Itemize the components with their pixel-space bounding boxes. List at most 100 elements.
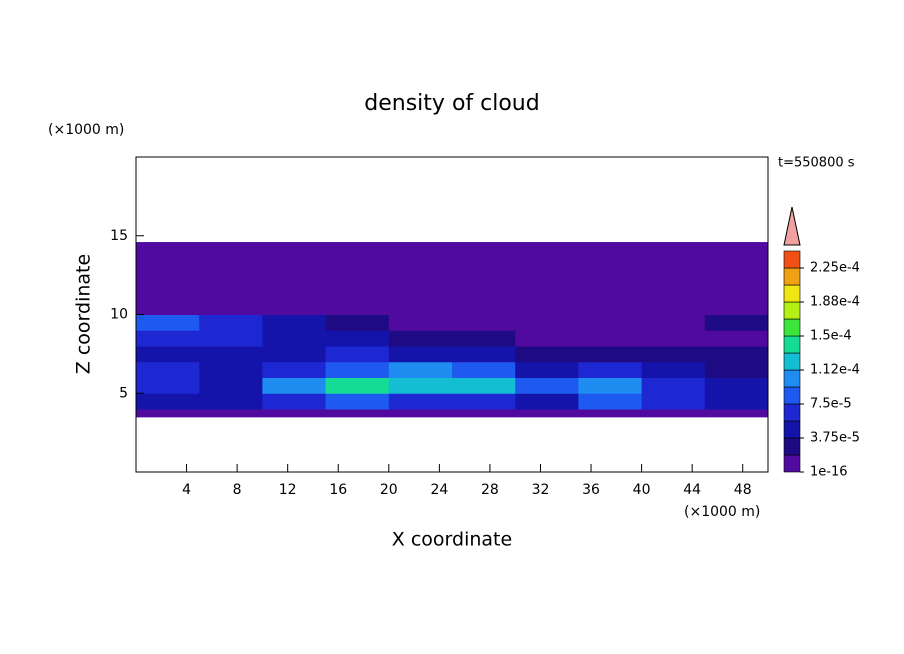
contour-cell [704, 283, 769, 300]
contour-cell [452, 330, 516, 347]
colorbar-tick-label: 1.12e-4 [810, 363, 860, 378]
contour-cell [136, 361, 200, 378]
contour-cell [388, 242, 453, 252]
contour-cell [136, 298, 200, 315]
contour-cell [325, 298, 390, 315]
contour-cell [641, 298, 706, 315]
contour-cell [136, 314, 200, 331]
contour-cell [641, 393, 706, 410]
contour-cell [262, 361, 327, 378]
contour-cell [578, 393, 643, 410]
contour-cell [452, 298, 516, 315]
colorbar-tick-label: 7.5e-5 [810, 397, 852, 412]
contour-cell [199, 314, 263, 331]
y-tick-label: 10 [110, 307, 128, 323]
contour-cell [388, 409, 453, 418]
colorbar-band [783, 403, 801, 422]
contour-cell [704, 393, 769, 410]
colorbar-band [783, 335, 801, 354]
colorbar-band [783, 267, 801, 286]
contour-cell [515, 330, 579, 347]
contour-cell [199, 298, 263, 315]
contour-cell [199, 346, 263, 363]
x-tick-label: 36 [582, 482, 600, 498]
contour-cell [704, 251, 769, 268]
contour-cell [515, 393, 579, 410]
contour-cell [199, 267, 263, 284]
contour-cell [578, 377, 643, 394]
colorbar-band [783, 386, 801, 405]
contour-cell [262, 330, 327, 347]
contour-cell [515, 267, 579, 284]
chart-title: density of cloud [364, 91, 539, 116]
contour-cell [452, 242, 516, 252]
contour-cell [136, 267, 200, 284]
y-unit: (×1000 m) [48, 122, 124, 138]
contour-cell [641, 330, 706, 347]
contour-cell [136, 409, 200, 418]
contour-cell [641, 409, 706, 418]
contour-cell [515, 242, 579, 252]
contour-cell [515, 283, 579, 300]
contour-cell [325, 377, 390, 394]
contour-cell [325, 283, 390, 300]
contour-cell [578, 346, 643, 363]
contour-cell [136, 242, 200, 252]
contour-cell [641, 283, 706, 300]
contour-cell [452, 251, 516, 268]
colorbar-tick-label: 1.88e-4 [810, 295, 860, 310]
contour-cell [641, 377, 706, 394]
colorbar-band [783, 437, 801, 456]
x-tick-label: 44 [683, 482, 701, 498]
contour-cell [136, 283, 200, 300]
contour-cell [452, 409, 516, 418]
contour-cell [515, 298, 579, 315]
contour-cell [578, 314, 643, 331]
colorbar-tick-label: 1e-16 [810, 465, 848, 480]
x-tick-label: 48 [734, 482, 752, 498]
contour-cell [136, 330, 200, 347]
contour-cell [641, 346, 706, 363]
contour-cell [515, 361, 579, 378]
contour-cell [136, 346, 200, 363]
colorbar-band [783, 369, 801, 388]
contour-cell [704, 361, 769, 378]
contour-cell [199, 377, 263, 394]
contour-cell [704, 377, 769, 394]
colorbar-band [783, 318, 801, 337]
colorbar-band [783, 454, 801, 473]
contour-cell [199, 409, 263, 418]
x-tick-label: 4 [182, 482, 191, 498]
contour-cell [452, 283, 516, 300]
contour-cell [704, 314, 769, 331]
x-tick-label: 40 [633, 482, 651, 498]
colorbar-band [783, 301, 801, 320]
x-tick-label: 28 [481, 482, 499, 498]
contour-cell [325, 330, 390, 347]
contour-cell [325, 346, 390, 363]
contour-cell [262, 393, 327, 410]
contour-cell [515, 251, 579, 268]
contour-cell [388, 393, 453, 410]
contour-cell [325, 409, 390, 418]
colorbar-band [783, 284, 801, 303]
colorbar-tick-label: 1.5e-4 [810, 329, 852, 344]
contour-cell [641, 361, 706, 378]
colorbar-over-arrow [783, 206, 801, 246]
x-tick-label: 32 [532, 482, 550, 498]
colorbar-tick-label: 2.25e-4 [810, 261, 860, 276]
x-tick-label: 24 [430, 482, 448, 498]
contour-cell [578, 267, 643, 284]
contour-cell [262, 267, 327, 284]
contour-cell [262, 242, 327, 252]
contour-cell [388, 267, 453, 284]
contour-cell [578, 361, 643, 378]
contour-cell [704, 409, 769, 418]
contour-cell [199, 242, 263, 252]
x-tick-label: 16 [329, 482, 347, 498]
contour-cell [641, 314, 706, 331]
contour-cell [199, 251, 263, 268]
contour-cell [388, 251, 453, 268]
contour-cell [452, 314, 516, 331]
colorbar-band [783, 420, 801, 439]
